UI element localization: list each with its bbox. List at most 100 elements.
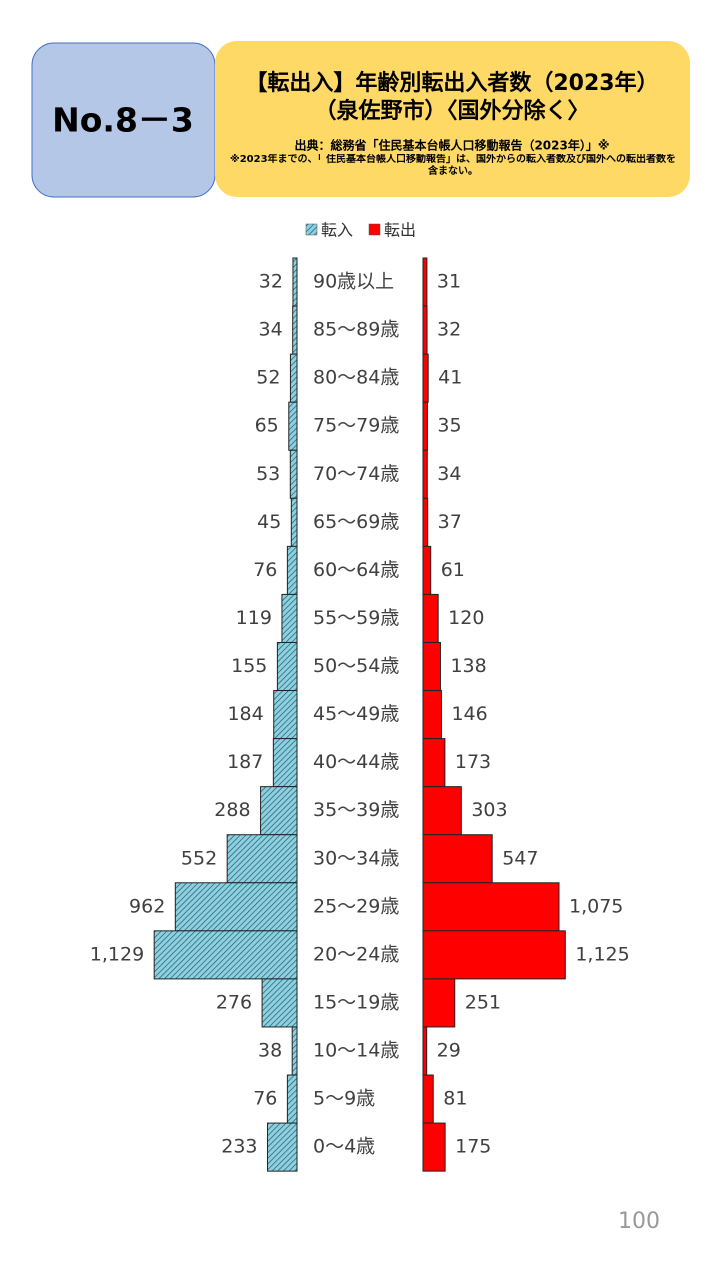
value-label: 547: [502, 847, 538, 869]
note: ※2023年までの、「 住民基本台帳人口移動報告」は、国外からの転入者数及び国外…: [229, 154, 677, 177]
bar: [422, 834, 493, 884]
category-label: 80～84歳: [313, 367, 399, 389]
bar: [422, 978, 456, 1028]
source: 出典：総務省「住民基本台帳人口移動報告（2023年）」※: [294, 138, 609, 153]
value-label: 29: [437, 1039, 461, 1061]
legend-swatch: [305, 223, 318, 236]
bar: [422, 353, 429, 403]
category-label: 10～14歳: [313, 1039, 399, 1061]
bar: [286, 545, 298, 595]
value-label: 303: [471, 799, 507, 821]
bar: [422, 401, 428, 451]
value-label: 119: [236, 607, 272, 629]
bar: [286, 1074, 298, 1124]
bar: [260, 786, 298, 836]
value-label: 81: [443, 1088, 467, 1110]
value-label: 32: [259, 271, 283, 293]
value-label: 962: [129, 895, 165, 917]
bar: [422, 305, 428, 355]
bar: [174, 882, 298, 932]
bar: [267, 1122, 298, 1172]
bar: [422, 930, 566, 980]
bar: [292, 305, 298, 355]
legend-swatch: [368, 223, 381, 236]
value-label: 251: [465, 991, 501, 1013]
bar: [288, 401, 298, 451]
value-label: 276: [216, 991, 252, 1013]
bar: [422, 690, 442, 740]
bar: [289, 449, 298, 499]
value-label: 41: [438, 367, 462, 389]
value-label: 37: [438, 511, 462, 533]
bar: [226, 834, 298, 884]
bar: [422, 1026, 428, 1076]
bar: [422, 738, 446, 788]
bar: [153, 930, 298, 980]
bar: [422, 497, 429, 547]
value-label: 552: [181, 847, 217, 869]
value-label: 31: [437, 271, 461, 293]
value-label: 45: [257, 511, 281, 533]
value-label: 34: [437, 463, 461, 485]
bar: [292, 257, 298, 307]
bar: [276, 641, 298, 692]
value-label: 155: [231, 655, 267, 677]
bar: [422, 593, 439, 643]
value-label: 1,125: [575, 943, 629, 965]
category-label: 85～89歳: [313, 319, 399, 341]
bar: [422, 257, 428, 307]
category-label: 45～49歳: [313, 703, 399, 725]
category-label: 5～9歳: [313, 1088, 375, 1110]
category-label: 65～69歳: [313, 511, 399, 533]
value-label: 65: [255, 415, 279, 437]
category-label: 50～54歳: [313, 655, 399, 677]
value-label: 120: [448, 607, 484, 629]
bar: [281, 593, 298, 643]
value-label: 288: [214, 799, 250, 821]
value-label: 138: [450, 655, 486, 677]
value-label: 175: [455, 1136, 491, 1158]
title-box: [215, 41, 690, 197]
value-label: 35: [437, 415, 461, 437]
bar: [422, 882, 560, 932]
value-label: 1,129: [90, 943, 144, 965]
bar: [422, 545, 432, 595]
bar: [290, 497, 298, 547]
value-label: 38: [258, 1039, 282, 1061]
category-label: 15～19歳: [313, 991, 399, 1013]
category-label: 30～34歳: [313, 847, 399, 869]
category-label: 0～4歳: [313, 1136, 375, 1158]
category-label: 75～79歳: [313, 415, 399, 437]
category-label: 40～44歳: [313, 751, 399, 773]
category-label: 55～59歳: [313, 607, 399, 629]
bar: [422, 641, 441, 692]
value-label: 233: [221, 1136, 257, 1158]
bar: [422, 1122, 446, 1172]
bar: [273, 690, 298, 740]
value-label: 34: [259, 319, 283, 341]
category-label: 90歳以上: [313, 271, 394, 293]
value-label: 52: [256, 367, 280, 389]
bar: [261, 978, 298, 1028]
bar: [422, 1074, 434, 1124]
bar: [422, 449, 428, 499]
value-label: 76: [253, 1088, 277, 1110]
note-box: ※2023年までの、「 住民基本台帳人口移動報告」は、国外からの転入者数及び国外…: [229, 154, 677, 177]
value-label: 32: [437, 319, 461, 341]
value-label: 1,075: [569, 895, 623, 917]
value-label: 146: [451, 703, 487, 725]
category-label: 20～24歳: [313, 943, 399, 965]
value-label: 53: [256, 463, 280, 485]
value-label: 184: [227, 703, 263, 725]
bar: [291, 1026, 298, 1076]
bar: [289, 353, 298, 403]
category-label: 70～74歳: [313, 463, 399, 485]
legend-label: 転出: [384, 221, 416, 240]
bar: [422, 786, 462, 836]
value-label: 61: [441, 559, 465, 581]
legend-label: 転入: [321, 221, 353, 240]
category-label: 35～39歳: [313, 799, 399, 821]
category-label: 25～29歳: [313, 895, 399, 917]
value-label: 76: [253, 559, 277, 581]
